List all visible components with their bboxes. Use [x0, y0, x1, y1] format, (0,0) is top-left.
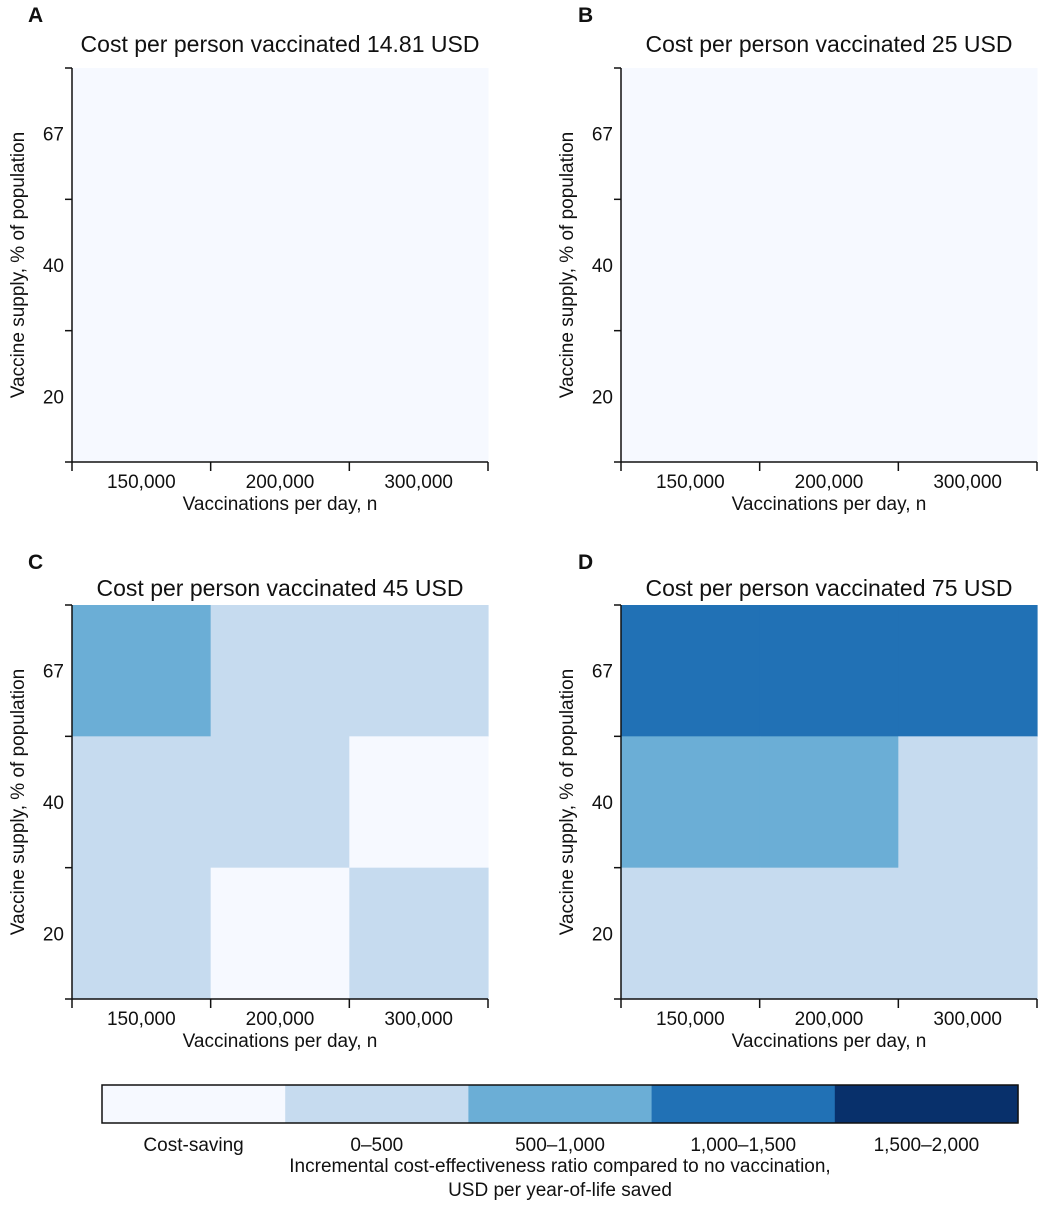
y-tick-label: 67 — [592, 662, 613, 683]
x-axis-title: Vaccinations per day, n — [183, 1031, 378, 1052]
y-tick-label: 20 — [43, 924, 64, 945]
x-tick-label: 150,000 — [656, 472, 725, 493]
legend-label: 500–1,000 — [515, 1135, 605, 1156]
heatmap-cell — [898, 68, 1038, 200]
heatmap-cell — [759, 605, 899, 737]
x-tick-label: 150,000 — [107, 1009, 176, 1030]
heatmap-cell — [210, 736, 350, 869]
heatmap-cell — [898, 199, 1038, 332]
heatmap-cell — [621, 736, 761, 869]
heatmap-cell — [759, 330, 899, 463]
heatmap-cell — [349, 605, 489, 737]
panel-d: D Cost per person vaccinated 75 USD 20 40 67… — [557, 551, 1038, 1052]
heatmap-cell — [210, 867, 350, 1000]
heatmap-cell — [759, 736, 899, 869]
heatmap-cell — [349, 330, 489, 463]
y-tick-label: 40 — [43, 256, 64, 277]
x-tick-label: 200,000 — [795, 472, 864, 493]
heatmap-cell — [898, 867, 1038, 1000]
heatmap-cell — [72, 330, 212, 463]
panel-a: A Cost per person vaccinated 14.81 USD 20 4… — [8, 4, 489, 515]
y-axis-title: Vaccine supply, % of population — [8, 132, 29, 399]
panel-c: C Cost per person vaccinated 45 USD 20 40 67… — [8, 551, 489, 1052]
heatmap-cell — [72, 68, 212, 200]
legend-label: 1,500–2,000 — [874, 1135, 980, 1156]
heatmap-cell — [621, 867, 761, 1000]
heatmap-cell — [72, 605, 212, 737]
heatmap-cell — [349, 867, 489, 1000]
x-tick-label: 150,000 — [656, 1009, 725, 1030]
panel-b: B Cost per person vaccinated 25 USD 20 40 67… — [557, 4, 1038, 515]
legend-label: Cost-saving — [143, 1135, 243, 1156]
panel-title: Cost per person vaccinated 75 USD — [646, 575, 1013, 601]
heatmap-cell — [349, 736, 489, 869]
heatmap-cell — [72, 199, 212, 332]
panels: A Cost per person vaccinated 14.81 USD 20 4… — [8, 4, 1038, 1052]
panel-letter: A — [28, 4, 43, 27]
heatmap-cell — [210, 605, 350, 737]
heatmap-cell — [759, 867, 899, 1000]
heatmap-cell — [898, 605, 1038, 737]
y-tick-label: 40 — [43, 793, 64, 814]
heatmap-cell — [72, 867, 212, 1000]
legend-swatch — [468, 1085, 653, 1123]
x-tick-label: 300,000 — [384, 1009, 453, 1030]
x-tick-label: 300,000 — [384, 472, 453, 493]
panel-letter: B — [578, 4, 593, 27]
heatmap-cell — [349, 199, 489, 332]
x-axis-title: Vaccinations per day, n — [732, 1031, 927, 1052]
x-tick-label: 200,000 — [795, 1009, 864, 1030]
legend: Cost-saving 0–500 500–1,000 1,000–1,500 1,50… — [101, 1084, 1019, 1201]
y-tick-label: 20 — [592, 924, 613, 945]
y-tick-label: 67 — [43, 662, 64, 683]
legend-title-line-1: Incremental cost-effectiveness ratio com… — [289, 1156, 830, 1177]
y-tick-label: 40 — [592, 793, 613, 814]
y-tick-label: 20 — [43, 387, 64, 408]
y-axis-title: Vaccine supply, % of population — [557, 669, 578, 936]
panel-letter: C — [28, 551, 43, 574]
heatmap-cell — [898, 330, 1038, 463]
legend-frame — [101, 1084, 1019, 1124]
heatmap-cell — [759, 68, 899, 200]
y-tick-label: 40 — [592, 256, 613, 277]
heatmap-cell — [621, 330, 761, 463]
panel-title: Cost per person vaccinated 25 USD — [646, 31, 1013, 57]
y-tick-label: 20 — [592, 387, 613, 408]
heatmap-cell — [210, 330, 350, 463]
legend-swatch — [285, 1085, 469, 1123]
legend-label: 0–500 — [350, 1135, 403, 1156]
heatmap-cell — [759, 199, 899, 332]
heatmap-cell — [349, 68, 489, 200]
heatmap-cell — [621, 605, 761, 737]
x-tick-label: 300,000 — [933, 1009, 1002, 1030]
legend-swatch — [102, 1085, 286, 1123]
panel-letter: D — [578, 551, 593, 574]
heatmap-cell — [72, 736, 212, 869]
x-axis-title: Vaccinations per day, n — [183, 494, 378, 515]
heatmap-cell — [210, 68, 350, 200]
heatmap-cell — [210, 199, 350, 332]
heatmap-cell — [898, 736, 1038, 869]
x-tick-label: 150,000 — [107, 472, 176, 493]
heatmap-cell — [621, 68, 761, 200]
legend-swatch — [834, 1085, 1019, 1123]
x-tick-label: 200,000 — [246, 472, 315, 493]
x-tick-label: 300,000 — [933, 472, 1002, 493]
y-tick-label: 67 — [43, 125, 64, 146]
y-tick-label: 67 — [592, 125, 613, 146]
legend-label: 1,000–1,500 — [690, 1135, 796, 1156]
legend-title-line-2: USD per year-of-life saved — [448, 1180, 672, 1201]
y-axis-title: Vaccine supply, % of population — [8, 669, 29, 936]
x-tick-label: 200,000 — [246, 1009, 315, 1030]
heatmap-cell — [621, 199, 761, 332]
panel-title: Cost per person vaccinated 45 USD — [97, 575, 464, 601]
panel-title: Cost per person vaccinated 14.81 USD — [81, 31, 480, 57]
y-axis-title: Vaccine supply, % of population — [557, 132, 578, 399]
x-axis-title: Vaccinations per day, n — [732, 494, 927, 515]
legend-swatch — [651, 1085, 836, 1123]
